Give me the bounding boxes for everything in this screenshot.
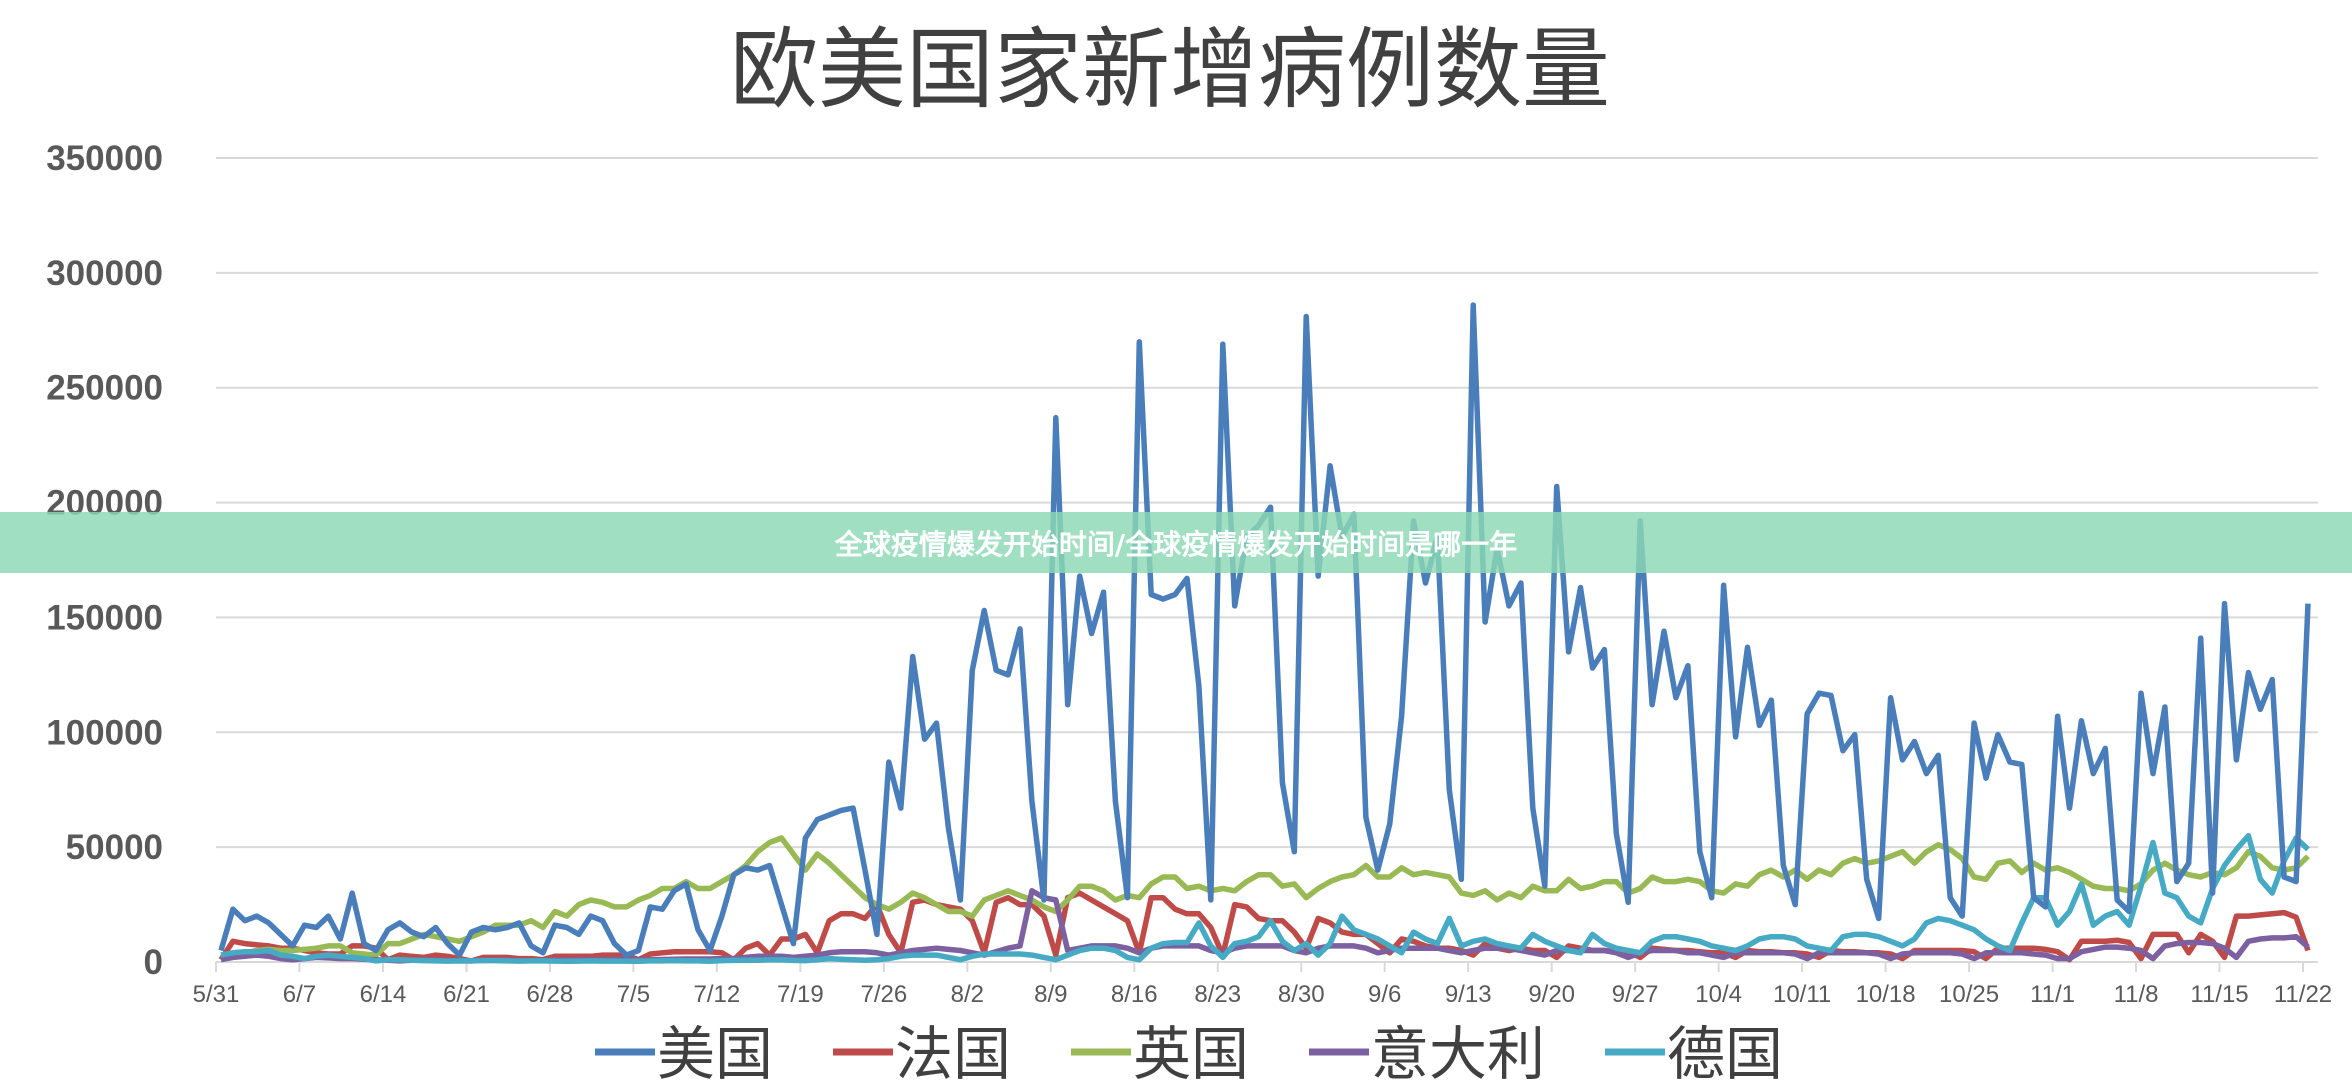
x-tick-label: 10/25 [1939,981,1999,1008]
y-tick-label: 300000 [46,254,163,293]
chart-title: 欧美国家新增病例数量 [730,18,1610,121]
legend-label: 美国 [657,1020,773,1084]
x-tick-label: 7/5 [617,981,650,1008]
series-line-1 [218,890,2311,964]
series-lines [218,302,2311,965]
legend-item-4: 德国 [1605,1020,1783,1084]
legend-label: 意大利 [1371,1020,1545,1084]
x-tick-label: 7/26 [860,981,907,1008]
y-tick-label: 50000 [66,828,163,867]
y-tick-label: 100000 [46,713,163,752]
x-tick-label: 9/6 [1368,981,1401,1008]
x-tick-label: 10/4 [1695,981,1742,1008]
legend-label: 英国 [1133,1020,1249,1084]
x-tick-label: 8/30 [1278,981,1325,1008]
y-tick-label: 150000 [46,598,163,637]
x-tick-label: 6/28 [527,981,574,1008]
series-line-0 [218,302,2311,958]
x-tick-label: 10/11 [1773,981,1831,1008]
x-tick-label: 7/19 [777,981,824,1008]
x-tick-label: 6/21 [443,981,490,1008]
legend-item-0: 美国 [595,1020,773,1084]
legend: 美国 法国 英国 意大利 德国 [595,1020,1783,1084]
banner-text: 全球疫情爆发开始时间/全球疫情爆发开始时间是哪一年 [834,527,1518,561]
legend-item-2: 英国 [1071,1020,1249,1084]
series-line-4 [220,832,2310,965]
x-tick-label: 11/15 [2190,981,2248,1008]
x-axis: 5/31 6/7 6/14 6/21 6/28 7/5 7/12 7/19 7/26 8/2 8/9… [193,962,2332,1008]
x-tick-label: 11/8 [2114,981,2159,1008]
x-tick-label: 9/20 [1528,981,1575,1008]
y-tick-label: 350000 [46,139,163,178]
legend-label: 法国 [895,1020,1011,1084]
x-tick-label: 11/22 [2274,981,2332,1008]
x-tick-label: 6/14 [360,981,407,1008]
x-tick-label: 8/23 [1194,981,1241,1008]
legend-item-3: 意大利 [1309,1020,1545,1084]
x-tick-label: 8/16 [1111,981,1158,1008]
x-tick-label: 9/27 [1612,981,1659,1008]
x-tick-label: 9/13 [1445,981,1492,1008]
series-line-2 [220,835,2310,961]
overlay-banner: 全球疫情爆发开始时间/全球疫情爆发开始时间是哪一年 [0,512,2352,573]
x-tick-label: 6/7 [283,981,316,1008]
x-tick-label: 7/12 [694,981,741,1008]
x-tick-label: 11/1 [2030,981,2075,1008]
y-tick-label: 0 [144,943,163,982]
y-tick-label: 250000 [46,369,163,408]
legend-item-1: 法国 [833,1020,1011,1084]
legend-label: 德国 [1667,1020,1783,1084]
x-tick-label: 8/2 [951,981,984,1008]
x-tick-label: 10/18 [1856,981,1916,1008]
x-tick-label: 5/31 [193,981,240,1008]
x-tick-label: 8/9 [1034,981,1067,1008]
